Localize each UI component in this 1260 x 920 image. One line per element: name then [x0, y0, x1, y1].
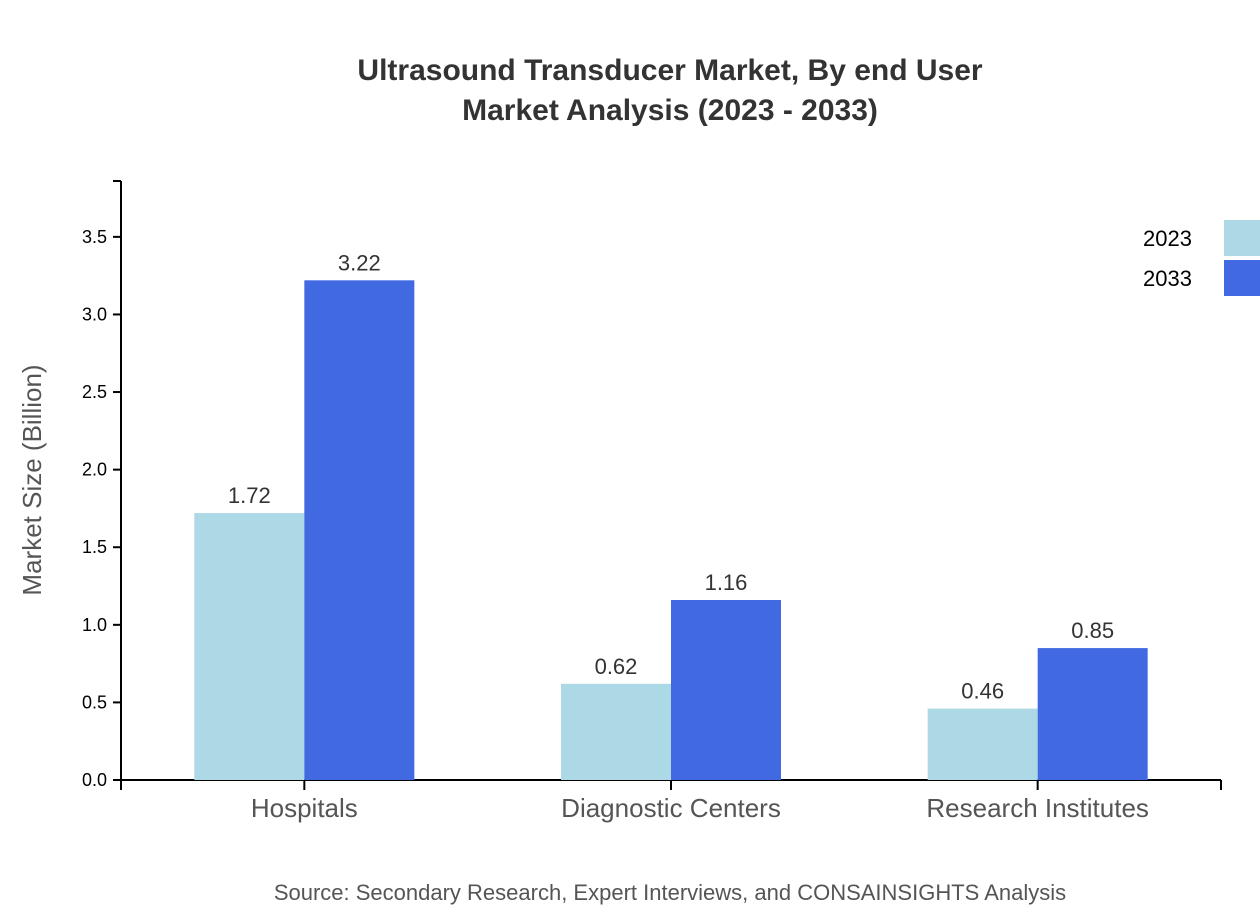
y-tick-label: 0.5: [82, 692, 107, 712]
y-tick-label: 1.5: [82, 537, 107, 557]
legend-swatch: [1224, 220, 1260, 256]
y-tick-label: 3.5: [82, 227, 107, 247]
source-note: Source: Secondary Research, Expert Inter…: [274, 880, 1066, 905]
bar-2033: [304, 280, 415, 780]
data-label: 1.72: [228, 483, 271, 508]
y-tick-label: 2.5: [82, 382, 107, 402]
legend-label: 2033: [1143, 266, 1192, 291]
y-tick-label: 3.0: [82, 304, 107, 324]
bar-2023: [561, 683, 671, 780]
bar-2023: [194, 513, 305, 780]
data-label: 0.62: [595, 654, 638, 679]
y-tick-label: 0.0: [82, 770, 107, 790]
bar-2023: [927, 708, 1038, 780]
chart-title-line-1: Ultrasound Transducer Market, By end Use…: [357, 54, 983, 87]
data-label: 0.46: [961, 679, 1004, 704]
x-tick-label: Research Institutes: [926, 793, 1149, 823]
data-label: 3.22: [338, 250, 381, 275]
legend-label: 2023: [1143, 226, 1192, 251]
bar-2033: [1037, 648, 1148, 780]
legend-swatch: [1224, 260, 1260, 296]
x-tick-label: Diagnostic Centers: [561, 793, 781, 823]
data-label: 0.85: [1071, 618, 1114, 643]
x-tick-label: Hospitals: [251, 793, 358, 823]
y-tick-label: 2.0: [82, 460, 107, 480]
data-label: 1.16: [705, 570, 748, 595]
bar-2033: [671, 599, 781, 780]
y-axis-label: Market Size (Billion): [17, 364, 47, 595]
y-tick-label: 1.0: [82, 615, 107, 635]
chart-title-line-2: Market Analysis (2023 - 2033): [462, 94, 878, 127]
